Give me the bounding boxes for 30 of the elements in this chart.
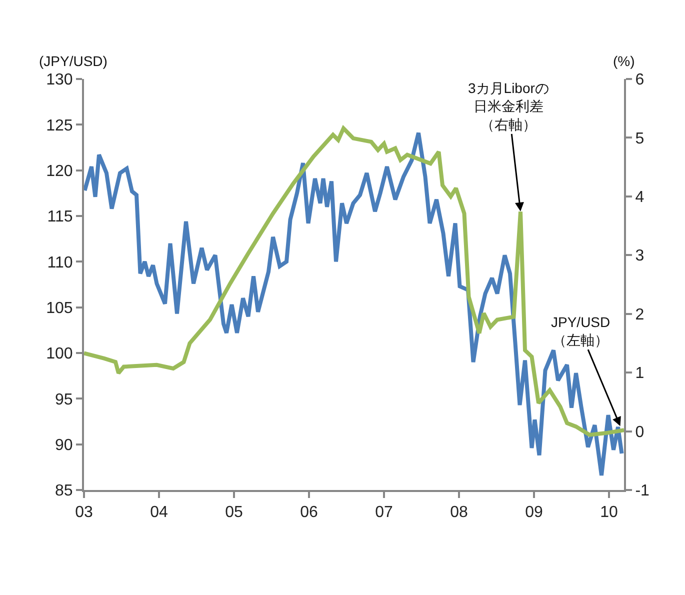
y2-tick-label: -1: [635, 482, 650, 500]
x-tick-label: 03: [75, 504, 93, 522]
x-tick-label: 05: [225, 504, 243, 522]
x-tick-label: 08: [450, 504, 468, 522]
y2-tick-label: 4: [635, 189, 644, 206]
y2-tick-label: 2: [635, 306, 644, 324]
x-tick-label: 07: [375, 504, 393, 522]
annotation: 3カ月Liborの日米金利差（右軸）: [468, 80, 549, 132]
y2-tick-label: 5: [635, 130, 644, 148]
y-tick-label: 130: [46, 72, 73, 89]
y-tick-label: 110: [47, 254, 73, 272]
y2-tick-label: 0: [635, 424, 644, 441]
y-tick-label: 100: [46, 346, 73, 363]
y-tick-label: 105: [46, 300, 73, 317]
y-tick-label: 85: [55, 482, 73, 500]
y2-tick-label: 1: [635, 365, 644, 382]
x-tick-label: 09: [525, 504, 543, 522]
y2-tick-label: 3: [635, 248, 644, 265]
y-tick-label: 90: [55, 436, 73, 454]
y2-tick-label: 6: [635, 72, 644, 89]
x-tick-label: 06: [300, 504, 318, 522]
y-axis-title: (JPY/USD): [39, 53, 108, 69]
y-tick-label: 120: [46, 162, 73, 180]
x-tick-label: 04: [150, 504, 168, 522]
y-tick-label: 125: [46, 117, 73, 134]
y-tick-label: 95: [55, 391, 73, 408]
x-tick-label: 10: [600, 504, 618, 522]
y-tick-label: 115: [47, 208, 73, 226]
y2-axis-title: (%): [613, 53, 635, 69]
annotation: JPY/USD（左軸）: [551, 314, 610, 348]
